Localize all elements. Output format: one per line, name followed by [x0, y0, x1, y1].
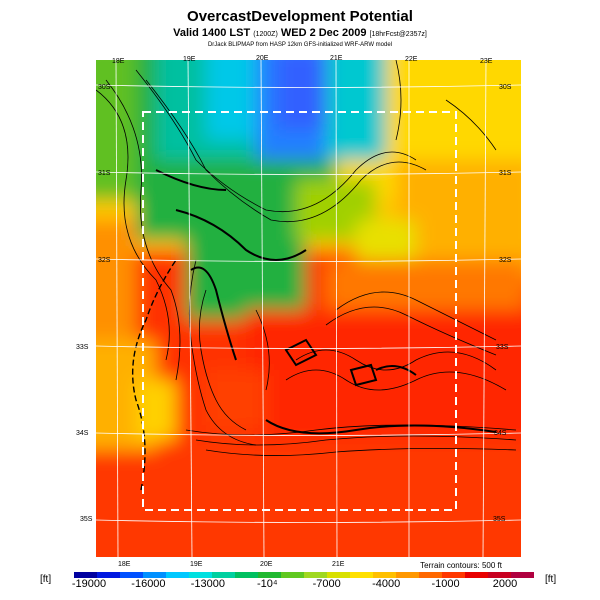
lat-label-right-1: 30S — [499, 84, 512, 91]
colorbar-segment — [281, 572, 304, 578]
lon-label-bottom-1: 18E — [118, 561, 131, 568]
colorbar-tick-label: 2000 — [492, 578, 518, 590]
colorbar-tick-label: -19000 — [71, 578, 107, 590]
colorbar-segment — [488, 572, 511, 578]
valid-time: Valid 1400 LST — [173, 27, 251, 39]
chart-title: OvercastDevelopment Potential — [187, 8, 413, 25]
colorbar-tick-label: -13000 — [190, 578, 225, 590]
colorbar-tick-label: -16000 — [131, 578, 166, 590]
graticule — [96, 60, 521, 557]
colorbar-segment — [166, 572, 189, 578]
utc-time: (1200Z) — [253, 31, 278, 38]
lon-label-top-4: 21E — [330, 55, 343, 62]
colorbar-tick-label: -7000 — [312, 578, 341, 590]
lon-label-top-6: 23E — [480, 58, 493, 65]
lat-label-right-5: 34S — [494, 430, 507, 437]
lat-label-left-6: 35S — [80, 516, 93, 523]
colorbar-segment — [189, 572, 212, 578]
lat-label-right-2: 31S — [499, 170, 512, 177]
overcast-field — [96, 60, 521, 557]
lon-label-top-1: 18E — [112, 58, 125, 65]
colorbar-unit-left: [ft] — [40, 574, 52, 585]
valid-date: WED 2 Dec 2009 — [280, 27, 367, 39]
colorbar-segment — [350, 572, 373, 578]
colorbar-segment — [212, 572, 235, 578]
forecast-map — [96, 60, 521, 557]
forecast-info: [18hrFcst@2357z] — [369, 31, 427, 38]
colorbar-segment — [442, 572, 465, 578]
lon-label-bottom-2: 19E — [190, 561, 203, 568]
chart-subtitle: Valid 1400 LST (1200Z) WED 2 Dec 2009 [1… — [0, 27, 600, 39]
terrain-note: Terrain contours: 500 ft — [420, 561, 502, 570]
colorbar-segment — [465, 572, 488, 578]
colorbar-tick-label: -1000 — [431, 578, 460, 590]
model-credit: DrJack BLIPMAP from HASP 12km GFS-initia… — [207, 42, 393, 48]
lon-label-top-3: 20E — [256, 55, 269, 62]
colorbar-segment — [304, 572, 327, 578]
lon-label-bottom-3: 20E — [260, 561, 273, 568]
lat-label-left-3: 32S — [98, 257, 111, 264]
lon-label-top-2: 19E — [183, 56, 196, 63]
lat-label-right-3: 32S — [499, 257, 512, 264]
colorbar-segment — [511, 572, 534, 578]
colorbar-segment — [327, 572, 350, 578]
colorbar-tick-label: -4000 — [372, 578, 401, 590]
colorbar-segment — [396, 572, 419, 578]
colorbar-segment — [419, 572, 442, 578]
lat-label-left-1: 30S — [98, 84, 111, 91]
colorbar-segment — [97, 572, 120, 578]
lon-label-top-5: 22E — [405, 56, 418, 63]
colorbar-segment — [74, 572, 97, 578]
terrain-contours — [96, 60, 517, 456]
lon-label-bottom-4: 21E — [332, 561, 345, 568]
lat-label-right-6: 35S — [493, 516, 506, 523]
lat-label-left-4: 33S — [76, 344, 89, 351]
lat-label-right-4: 33S — [496, 344, 509, 351]
colorbar-segment — [258, 572, 281, 578]
domain-box — [142, 111, 457, 511]
colorbar-segment — [373, 572, 396, 578]
lat-label-left-5: 34S — [76, 430, 89, 437]
colorbar — [74, 572, 534, 578]
colorbar-segment — [143, 572, 166, 578]
colorbar-segment — [120, 572, 143, 578]
lat-label-left-2: 31S — [98, 170, 111, 177]
colorbar-tick-label: -10⁴ — [256, 578, 278, 590]
colorbar-segment — [235, 572, 258, 578]
colorbar-unit-right: [ft] — [545, 574, 557, 585]
coastline — [132, 259, 177, 491]
